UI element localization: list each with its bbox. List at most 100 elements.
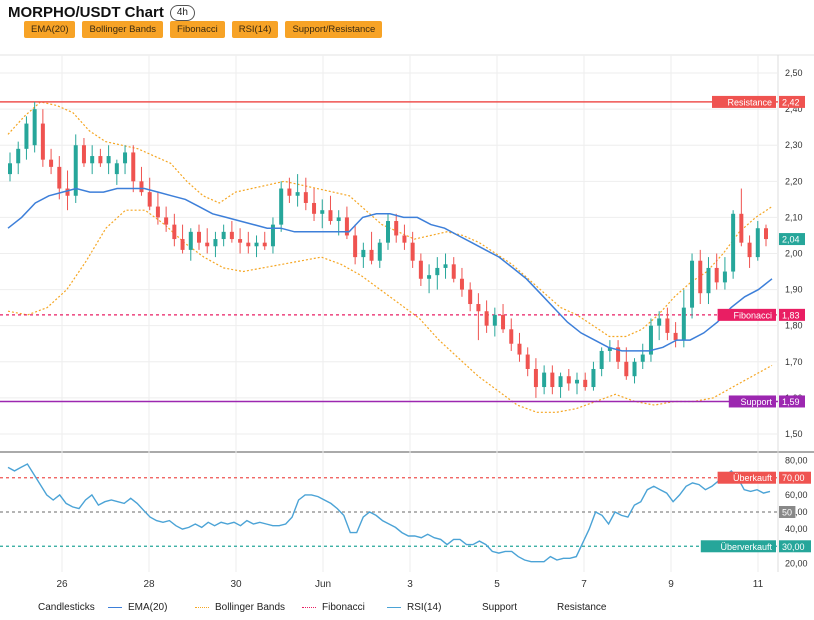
- support-label: Support: [740, 397, 772, 407]
- candle-body: [90, 156, 95, 164]
- candle-body: [747, 242, 752, 258]
- candle-body: [49, 159, 54, 167]
- candle-body: [279, 188, 284, 225]
- candle-body: [229, 231, 234, 240]
- axes: 26 28 30 Jun 3 5 7 9 11 2,50 2,40 2,30 2,20 2,10 2,00 1…: [56, 68, 811, 590]
- candle-body: [714, 267, 719, 283]
- legend-item-candlesticks[interactable]: Candlesticks: [38, 602, 95, 613]
- candle-body: [24, 123, 29, 149]
- candle-body: [205, 242, 210, 247]
- candle-body: [81, 145, 86, 164]
- candle-body: [238, 239, 243, 243]
- legend-item-rsi[interactable]: RSI(14): [387, 602, 441, 613]
- candle-body: [361, 249, 366, 258]
- bollinger-lower-band: [7, 209, 773, 413]
- legend-label: Bollinger Bands: [215, 602, 286, 613]
- candle-body: [123, 152, 128, 164]
- candle-body: [386, 221, 390, 243]
- legend-swatch-ema: [108, 607, 122, 608]
- candle-body: [164, 217, 169, 225]
- chart-canvas[interactable]: 26 28 30 Jun 3 5 7 9 11 2,50 2,40 2,30 2,20 2,10 2,00 1…: [0, 0, 814, 598]
- legend-item-fibonacci[interactable]: Fibonacci: [302, 602, 365, 613]
- legend-item-ema[interactable]: EMA(20): [108, 602, 167, 613]
- candle-body: [566, 376, 571, 384]
- rsi-midline-value: 50: [782, 508, 792, 518]
- candle-body: [172, 224, 177, 240]
- legend-swatch-rsi: [387, 607, 401, 608]
- fibonacci-label: Fibonacci: [733, 310, 772, 320]
- candle-body: [32, 109, 37, 146]
- indicator-bar: EMA(20) Bollinger Bands Fibonacci RSI(14…: [24, 21, 383, 38]
- candle-body: [155, 206, 160, 218]
- candle-body: [451, 264, 456, 279]
- price-tick-label: 2,10: [785, 212, 803, 222]
- candle-body: [410, 242, 415, 261]
- indicator-fibonacci-button[interactable]: Fibonacci: [170, 21, 225, 38]
- price-tick-label: 1,50: [785, 429, 803, 439]
- candle-body: [492, 314, 497, 326]
- legend-label: RSI(14): [407, 602, 442, 613]
- x-tick-label: 7: [581, 579, 587, 590]
- candle-body: [583, 379, 588, 388]
- candle-body: [698, 260, 703, 294]
- candle-body: [394, 221, 399, 236]
- candle-body: [509, 329, 514, 344]
- rsi-tick-label: 80,00: [785, 456, 808, 466]
- rsi-tick-label: 40,00: [785, 524, 808, 534]
- candle-body: [484, 311, 489, 326]
- indicator-bollinger-button[interactable]: Bollinger Bands: [82, 21, 164, 38]
- candle-body: [607, 347, 612, 351]
- candle-body: [336, 217, 341, 222]
- candle-body: [459, 278, 464, 290]
- candle-body: [755, 228, 760, 258]
- candle-body: [131, 152, 136, 182]
- candle-body: [542, 372, 547, 388]
- timeframe-badge[interactable]: 4h: [169, 4, 195, 21]
- candle-body: [98, 156, 103, 164]
- chart-header: MORPHO/USDT Chart 4h: [8, 4, 195, 21]
- candle-body: [295, 192, 300, 196]
- candle-body: [501, 314, 506, 330]
- indicator-ema-button[interactable]: EMA(20): [24, 21, 76, 38]
- chart-legend: Candlesticks EMA(20) Bollinger Bands Fib…: [0, 598, 814, 620]
- candle-body: [114, 163, 119, 175]
- candle-body: [139, 181, 144, 193]
- candle-body: [550, 372, 555, 388]
- legend-item-support[interactable]: Support: [482, 602, 517, 613]
- rsi-tick-label: 50,00: [785, 507, 808, 517]
- legend-item-resistance[interactable]: Resistance: [557, 602, 606, 613]
- candle-body: [640, 354, 645, 362]
- candle-body: [320, 210, 325, 214]
- candle-body: [739, 213, 744, 243]
- candle-body: [180, 239, 185, 250]
- candle-body: [591, 368, 596, 388]
- candle-body: [681, 307, 686, 341]
- candle-body: [40, 123, 45, 160]
- candle-body: [188, 231, 193, 250]
- candle-body: [657, 318, 662, 326]
- candle-body: [599, 350, 604, 369]
- price-tick-label: 2,20: [785, 176, 803, 186]
- candle-body: [369, 249, 374, 261]
- candle-body: [16, 148, 21, 164]
- indicator-rsi-button[interactable]: RSI(14): [231, 21, 279, 38]
- candle-body: [147, 192, 152, 207]
- price-panel: [0, 101, 778, 413]
- rsi-midline-value-bg: [779, 506, 796, 518]
- rsi-tick-label: 20,00: [785, 558, 808, 568]
- candle-body: [435, 267, 440, 276]
- candle-body: [106, 156, 111, 164]
- candle-body: [312, 202, 317, 214]
- candle-body: [254, 242, 259, 247]
- candle-body: [525, 354, 530, 369]
- bollinger-upper-band: [7, 101, 773, 338]
- indicator-support-resistance-button[interactable]: Support/Resistance: [285, 21, 383, 38]
- last-price-value-bg: [779, 233, 805, 246]
- fibonacci-value-bg: [779, 308, 805, 321]
- candle-body: [287, 188, 292, 196]
- legend-item-bollinger[interactable]: Bollinger Bands: [195, 602, 285, 613]
- candle-body: [624, 361, 629, 377]
- candle-body: [764, 228, 768, 240]
- candle-body: [418, 260, 423, 279]
- rsi-panel: [0, 463, 778, 563]
